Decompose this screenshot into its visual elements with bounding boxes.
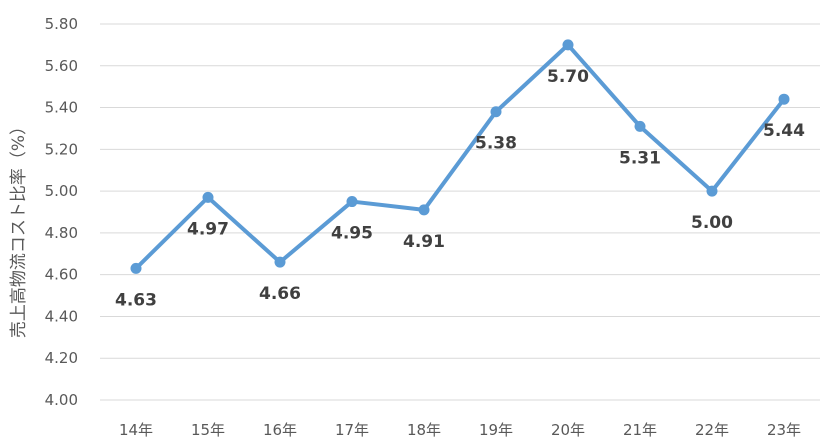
data-label: 5.38 bbox=[475, 134, 517, 154]
y-tick-label: 4.40 bbox=[45, 307, 78, 325]
series-line bbox=[134, 42, 786, 271]
data-points bbox=[130, 39, 790, 274]
y-tick-label: 5.80 bbox=[45, 15, 78, 33]
data-point bbox=[490, 106, 502, 118]
y-tick-label: 4.80 bbox=[45, 224, 78, 242]
data-label: 5.31 bbox=[619, 148, 661, 168]
y-tick-label: 5.00 bbox=[45, 182, 78, 200]
data-label: 4.95 bbox=[331, 224, 373, 244]
x-tick-label: 23年 bbox=[767, 421, 801, 439]
data-label: 4.91 bbox=[403, 232, 445, 252]
gridlines bbox=[100, 23, 820, 401]
data-labels: 4.63 4.97 4.66 4.95 4.91 5.38 5.70 5.31 5.00 5.44 bbox=[115, 67, 805, 311]
data-point bbox=[130, 262, 142, 274]
data-point bbox=[778, 93, 790, 105]
data-label: 5.44 bbox=[763, 121, 805, 141]
data-point bbox=[562, 39, 574, 51]
data-point bbox=[202, 191, 214, 203]
x-tick-label: 17年 bbox=[335, 421, 369, 439]
data-label: 4.97 bbox=[187, 219, 229, 239]
x-tick-label: 18年 bbox=[407, 421, 441, 439]
data-point bbox=[346, 196, 358, 208]
y-tick-label: 5.40 bbox=[45, 99, 78, 117]
data-label: 4.63 bbox=[115, 290, 157, 310]
x-tick-label: 22年 bbox=[695, 421, 729, 439]
x-axis-ticks: 14年 15年 16年 17年 18年 19年 20年 21年 22年 23年 bbox=[119, 421, 801, 439]
y-tick-label: 4.60 bbox=[45, 266, 78, 284]
y-tick-label: 5.60 bbox=[45, 57, 78, 75]
x-tick-label: 14年 bbox=[119, 421, 153, 439]
x-tick-label: 19年 bbox=[479, 421, 513, 439]
data-point bbox=[418, 204, 430, 216]
x-tick-label: 15年 bbox=[191, 421, 225, 439]
data-label: 4.66 bbox=[259, 284, 301, 304]
data-label: 5.00 bbox=[691, 213, 733, 233]
x-tick-label: 20年 bbox=[551, 421, 585, 439]
data-label: 5.70 bbox=[547, 67, 589, 87]
x-tick-label: 16年 bbox=[263, 421, 297, 439]
y-axis-ticks: 4.00 4.20 4.40 4.60 4.80 5.00 5.20 5.40 5.60 5.80 bbox=[45, 15, 78, 409]
y-tick-label: 4.00 bbox=[45, 391, 78, 409]
x-tick-label: 21年 bbox=[623, 421, 657, 439]
y-tick-label: 4.20 bbox=[45, 349, 78, 367]
data-point bbox=[274, 256, 286, 268]
y-tick-label: 5.20 bbox=[45, 140, 78, 158]
y-axis-label: 売上高物流コスト比率（%） bbox=[9, 118, 29, 338]
data-point bbox=[706, 185, 718, 197]
data-point bbox=[634, 120, 646, 132]
